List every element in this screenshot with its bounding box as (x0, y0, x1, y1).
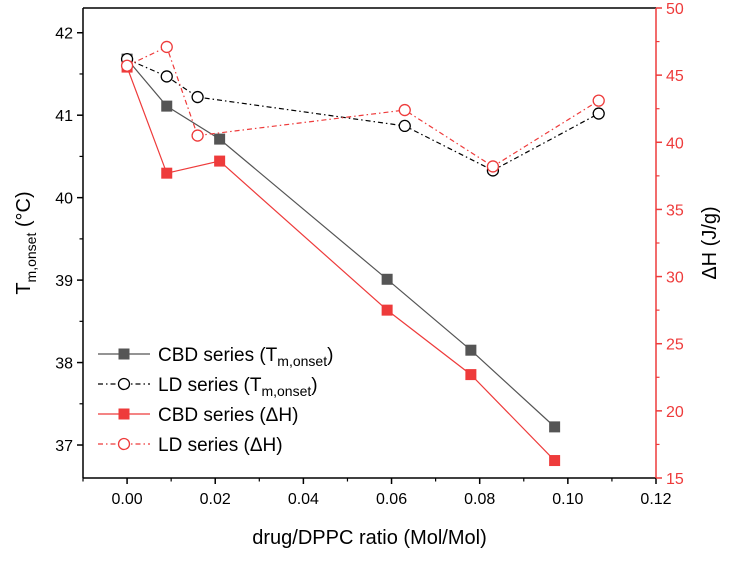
left-y-tick-label: 38 (55, 356, 73, 373)
legend-label: LD series (Tm,onset) (158, 375, 318, 399)
data-point (160, 40, 173, 54)
data-point (381, 304, 393, 316)
data-point (465, 369, 477, 381)
left-y-tick-label: 41 (55, 108, 73, 125)
right-y-tick-label: 35 (666, 202, 684, 219)
data-point (161, 100, 173, 112)
x-tick-label: 0.10 (552, 491, 583, 508)
series-line (126, 58, 556, 428)
legend-label-sub: m,onset (277, 353, 327, 369)
x-tick-label: 0.08 (464, 491, 495, 508)
data-point (191, 129, 204, 142)
left-y-axis-title: Tm,onset (°C) (13, 191, 39, 294)
series-line (126, 58, 599, 172)
legend-label-end: ) (327, 345, 333, 366)
legend-label: LD series (ΔH) (158, 435, 283, 456)
data-point (120, 59, 134, 72)
legend-entry: LD series (Tm,onset) (98, 375, 318, 399)
legend-marker (118, 348, 130, 360)
legend-label: CBD series (ΔH) (158, 405, 298, 426)
x-tick-label: 0.06 (376, 491, 407, 508)
data-point (549, 455, 561, 467)
series-layer (120, 40, 605, 467)
data-point (161, 167, 173, 179)
right-y-tick-label: 25 (666, 337, 684, 354)
legend-label-main: LD series (ΔH) (158, 435, 283, 456)
right-y-tick-label: 20 (666, 404, 684, 421)
legend-label-sub: m,onset (261, 383, 311, 399)
legend-label-end: ) (311, 375, 317, 396)
left-y-axis-title-main: T (13, 282, 35, 294)
legend-label: CBD series (Tm,onset) (158, 345, 333, 369)
data-point (465, 344, 477, 356)
legend-marker (118, 408, 130, 420)
series-line (126, 46, 600, 168)
right-y-tick-label: 15 (666, 471, 684, 488)
data-point (398, 119, 411, 133)
data-point (214, 155, 226, 167)
data-point (592, 107, 605, 120)
left-y-tick-label: 42 (55, 26, 73, 43)
left-y-tick-label: 40 (55, 191, 73, 208)
data-point (592, 94, 605, 107)
series-3 (120, 40, 605, 173)
x-tick-label: 0.00 (112, 491, 143, 508)
x-tick-label: 0.12 (640, 491, 671, 508)
data-point (398, 103, 411, 117)
legend: CBD series (Tm,onset)LD series (Tm,onset… (98, 345, 333, 456)
left-y-tick-label: 37 (55, 438, 73, 455)
right-y-tick-label: 45 (666, 68, 684, 85)
legend-entry: CBD series (Tm,onset) (98, 345, 333, 369)
data-point (214, 133, 226, 145)
right-y-tick-label: 50 (666, 1, 684, 18)
legend-label-main: LD series (T (158, 375, 262, 396)
legend-label-main: CBD series (T (158, 345, 278, 366)
data-point (191, 90, 204, 104)
legend-marker (117, 437, 131, 451)
legend-marker (117, 377, 131, 391)
data-point (381, 273, 393, 285)
legend-entry: CBD series (ΔH) (98, 405, 298, 426)
data-point (486, 160, 500, 173)
right-y-tick-label: 40 (666, 135, 684, 152)
left-y-tick-label: 39 (55, 273, 73, 290)
series-line (126, 66, 556, 461)
legend-entry: LD series (ΔH) (98, 435, 283, 456)
legend-label-main: CBD series (ΔH) (158, 405, 298, 426)
right-y-tick-label: 30 (666, 270, 684, 287)
left-y-axis-title-unit: (°C) (13, 191, 35, 232)
right-y-axis-title: ΔH (J/g) (699, 206, 721, 279)
x-tick-label: 0.02 (200, 491, 231, 508)
x-tick-label: 0.04 (288, 491, 319, 508)
axes-layer: 0.00 0.02 0.04 0.06 0.08 0.10 0.12 37 38 39 40 41 42… (13, 1, 721, 549)
data-point (549, 421, 561, 433)
data-point (160, 70, 173, 83)
x-axis-title: drug/DPPC ratio (Mol/Mol) (252, 527, 487, 549)
left-y-axis-title-sub: m,onset (23, 233, 39, 283)
